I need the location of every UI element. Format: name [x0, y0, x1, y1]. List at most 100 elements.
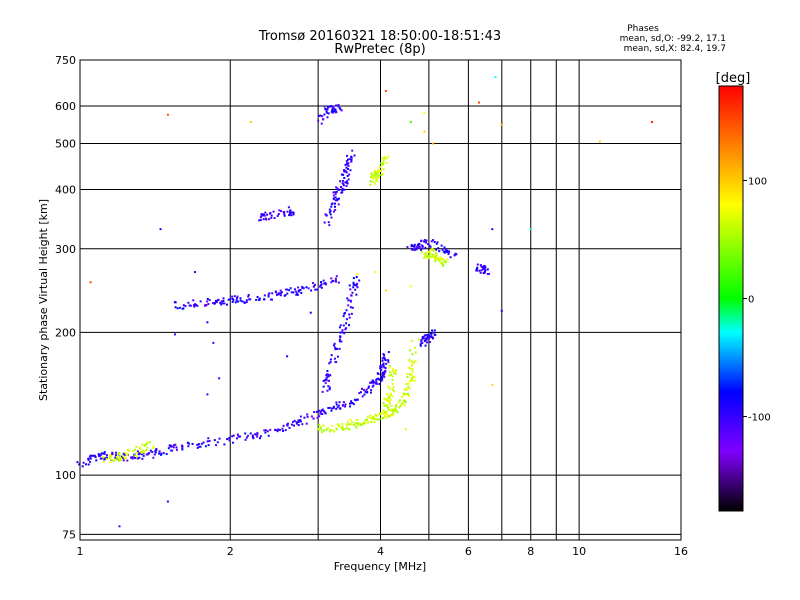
- data-point: [154, 450, 157, 453]
- data-point: [286, 292, 289, 295]
- data-point: [382, 356, 385, 359]
- data-point: [282, 210, 285, 213]
- data-point: [371, 379, 374, 382]
- data-point: [420, 239, 423, 242]
- data-point: [320, 286, 323, 289]
- data-point: [431, 253, 434, 256]
- data-point: [326, 373, 329, 376]
- data-point: [381, 371, 384, 374]
- data-point: [109, 460, 112, 463]
- data-point: [389, 393, 392, 396]
- data-point: [407, 382, 410, 385]
- data-point: [388, 402, 391, 405]
- data-point: [366, 418, 369, 421]
- data-point: [328, 386, 331, 389]
- data-point: [342, 182, 345, 185]
- data-point: [385, 157, 388, 160]
- data-point: [428, 244, 431, 247]
- data-point: [280, 210, 283, 213]
- data-point: [424, 253, 427, 256]
- data-point: [277, 292, 280, 295]
- data-point: [333, 205, 336, 208]
- data-point: [181, 446, 184, 449]
- data-point: [322, 279, 325, 282]
- data-point: [382, 401, 385, 404]
- data-point: [345, 160, 348, 163]
- data-point: [428, 340, 431, 343]
- data-point: [443, 259, 446, 262]
- data-point: [367, 386, 370, 389]
- data-point: [317, 119, 320, 122]
- data-point: [348, 158, 351, 161]
- data-point: [310, 415, 313, 418]
- data-point: [440, 258, 443, 261]
- data-point: [352, 286, 355, 289]
- colorbar-tick-label: -100: [748, 413, 771, 424]
- data-point: [141, 457, 144, 460]
- data-point: [385, 404, 388, 407]
- data-point: [202, 441, 205, 444]
- data-point: [265, 218, 268, 221]
- data-point: [256, 435, 259, 438]
- data-point: [251, 434, 254, 437]
- data-point: [206, 393, 209, 396]
- data-point: [158, 450, 161, 453]
- data-point: [355, 426, 358, 429]
- data-point: [118, 455, 121, 458]
- x-axis-label: Frequency [MHz]: [334, 560, 426, 573]
- data-point: [411, 361, 414, 364]
- data-point: [286, 422, 289, 425]
- data-point: [444, 260, 447, 263]
- data-point: [387, 385, 390, 388]
- data-point: [382, 162, 385, 165]
- data-point: [328, 208, 331, 211]
- data-point: [261, 214, 264, 217]
- data-point: [236, 300, 239, 303]
- data-point: [114, 458, 117, 461]
- data-point: [297, 419, 300, 422]
- data-point: [352, 403, 355, 406]
- data-point: [118, 525, 121, 528]
- data-point: [344, 405, 347, 408]
- data-point: [330, 407, 333, 410]
- data-point: [297, 290, 300, 293]
- data-point: [138, 452, 141, 455]
- data-point: [173, 301, 176, 304]
- data-point: [408, 358, 411, 361]
- data-point: [381, 173, 384, 176]
- data-point: [174, 306, 177, 309]
- data-point: [346, 174, 349, 177]
- data-point: [259, 219, 262, 222]
- data-point: [336, 423, 339, 426]
- data-point: [122, 459, 125, 462]
- data-point: [409, 121, 412, 124]
- data-point: [370, 389, 373, 392]
- data-point: [411, 377, 414, 380]
- data-point: [88, 455, 91, 458]
- data-point: [81, 465, 84, 468]
- data-point: [147, 452, 150, 455]
- data-point: [340, 185, 343, 188]
- data-point: [332, 191, 335, 194]
- data-point: [323, 410, 326, 413]
- data-point: [383, 404, 386, 407]
- data-point: [197, 443, 200, 446]
- data-point: [423, 240, 426, 243]
- data-point: [100, 452, 103, 455]
- data-point: [477, 101, 480, 104]
- data-point: [249, 298, 252, 301]
- data-point: [346, 420, 349, 423]
- data-point: [358, 279, 361, 282]
- x-tick-label: 10: [572, 545, 586, 558]
- data-point: [284, 429, 287, 432]
- data-point: [441, 261, 444, 264]
- data-point: [353, 154, 356, 157]
- data-point: [213, 439, 216, 442]
- data-point: [332, 407, 335, 410]
- data-point: [382, 416, 385, 419]
- data-point: [442, 264, 445, 267]
- data-point: [236, 434, 239, 437]
- data-point: [322, 429, 325, 432]
- data-point: [350, 423, 353, 426]
- data-point: [399, 404, 402, 407]
